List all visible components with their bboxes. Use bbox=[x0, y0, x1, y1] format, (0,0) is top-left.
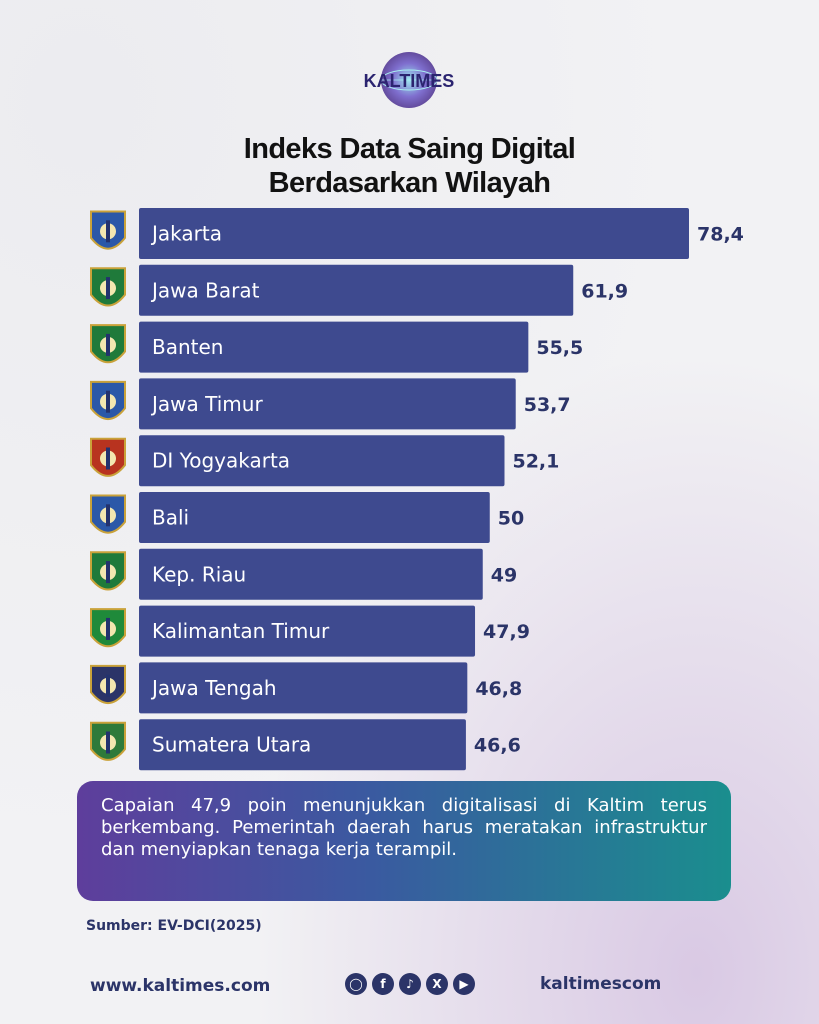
bar-kep-riau bbox=[139, 548, 483, 600]
bar-jawa-barat bbox=[139, 264, 574, 316]
bar-value-label: 49 bbox=[491, 564, 517, 586]
callout-box: Capaian 47,9 poin menunjukkan digitalisa… bbox=[77, 781, 731, 901]
banten-emblem-icon bbox=[90, 324, 126, 364]
bar-category-label: Jakarta bbox=[150, 222, 222, 246]
bar-value-label: 46,8 bbox=[475, 678, 522, 700]
kaltimes-logo: KALTIMES bbox=[364, 52, 455, 108]
sumatera-utara-emblem-icon bbox=[90, 721, 126, 761]
kalimantan-timur-emblem-icon bbox=[90, 608, 126, 648]
source-label: Sumber: EV-DCI(2025) bbox=[86, 918, 262, 934]
bar-bali bbox=[139, 492, 490, 543]
facebook-icon[interactable]: f bbox=[372, 973, 394, 995]
tiktok-icon[interactable]: ♪ bbox=[399, 973, 421, 995]
callout-text: Capaian 47,9 poin menunjukkan digitalisa… bbox=[101, 795, 707, 860]
bar-banten bbox=[139, 321, 529, 373]
jawa-timur-emblem-icon bbox=[90, 380, 126, 421]
bar-sumatera-utara bbox=[139, 719, 466, 771]
bar-jawa-tengah bbox=[139, 662, 468, 714]
bar-value-label: 53,7 bbox=[524, 394, 571, 416]
social-icons: ◯ f ♪ X ▶ bbox=[345, 973, 475, 995]
youtube-icon[interactable]: ▶ bbox=[453, 973, 475, 995]
bar-jakarta bbox=[139, 208, 689, 259]
bar-kalimantan-timur bbox=[139, 605, 476, 657]
bar-category-label: Jawa Barat bbox=[150, 278, 260, 302]
bar-category-label: Bali bbox=[152, 506, 189, 530]
page-title: Indeks Data Saing Digital Berdasarkan Wi… bbox=[0, 132, 819, 200]
bar-category-label: Banten bbox=[152, 335, 223, 359]
bar-category-label: Sumatera Utara bbox=[152, 733, 311, 757]
x-icon[interactable]: X bbox=[426, 973, 448, 995]
bar-value-label: 52,1 bbox=[512, 451, 559, 473]
bar-category-label: DI Yogyakarta bbox=[152, 449, 290, 473]
bar-category-label: Kep. Riau bbox=[152, 562, 246, 586]
title-line-2: Berdasarkan Wilayah bbox=[268, 167, 551, 199]
bar-di-yogyakarta bbox=[139, 435, 505, 487]
kep-riau-emblem-icon bbox=[90, 551, 126, 591]
bar-value-label: 46,6 bbox=[474, 735, 521, 757]
bar-category-label: Jawa Timur bbox=[150, 392, 263, 416]
jakarta-emblem-icon bbox=[90, 210, 126, 250]
bar-category-label: Jawa Tengah bbox=[150, 676, 277, 700]
bar-value-label: 47,9 bbox=[483, 621, 530, 643]
website-link[interactable]: www.kaltimes.com bbox=[90, 976, 271, 996]
bar-jawa-timur bbox=[139, 378, 516, 430]
bar-category-label: Kalimantan Timur bbox=[152, 619, 330, 643]
bar-value-label: 61,9 bbox=[581, 280, 628, 302]
jawa-barat-emblem-icon bbox=[90, 267, 126, 307]
title-line-1: Indeks Data Saing Digital bbox=[243, 133, 576, 165]
bali-emblem-icon bbox=[90, 494, 126, 534]
bar-chart: Jakarta 78,4 Jawa Barat 61,9 Banten 55,5 Jawa … bbox=[90, 208, 744, 771]
instagram-icon[interactable]: ◯ bbox=[345, 973, 367, 995]
social-handle[interactable]: kaltimescom bbox=[540, 974, 662, 994]
yogyakarta-emblem-icon bbox=[90, 437, 126, 477]
bar-value-label: 50 bbox=[498, 508, 524, 530]
brand-name: KALTIMES bbox=[364, 71, 455, 91]
bar-value-label: 78,4 bbox=[697, 224, 744, 246]
bar-value-label: 55,5 bbox=[536, 337, 583, 359]
jawa-tengah-emblem-icon bbox=[90, 664, 126, 705]
